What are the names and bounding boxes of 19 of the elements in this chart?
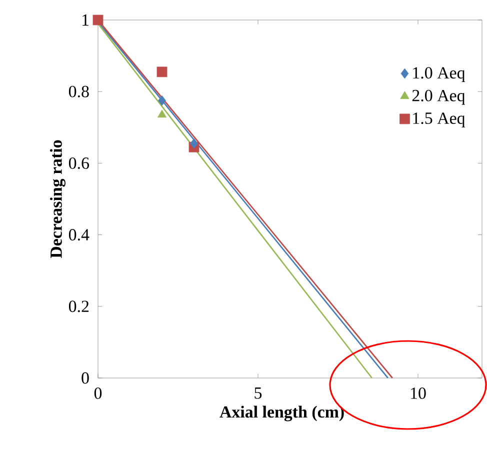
legend-label: 2.0 Aeq bbox=[412, 90, 465, 105]
x-tick-label: 10 bbox=[411, 387, 426, 399]
y-tick-label: 0.4 bbox=[68, 229, 90, 241]
y-tick-label: 0.6 bbox=[68, 157, 89, 169]
point bbox=[190, 138, 198, 149]
x-tick-label: 5 bbox=[254, 387, 262, 399]
legend-label: 1.5 Aeq bbox=[413, 112, 465, 128]
y-tick-label: 1 bbox=[82, 14, 88, 26]
y-tick-label: 0.8 bbox=[68, 86, 89, 98]
point bbox=[158, 95, 166, 106]
x-tick-label: 0 bbox=[94, 387, 102, 399]
y-tick-label: 0.2 bbox=[68, 300, 89, 312]
point bbox=[92, 14, 104, 26]
y-axis-title: Decreasing ratio bbox=[50, 140, 66, 258]
legend-label: 1.0 Aeq bbox=[413, 67, 465, 82]
x-axis-title: Axial length (cm) bbox=[220, 406, 344, 422]
point bbox=[157, 110, 167, 118]
y-tick-label: 0 bbox=[82, 372, 89, 384]
point bbox=[156, 66, 168, 78]
